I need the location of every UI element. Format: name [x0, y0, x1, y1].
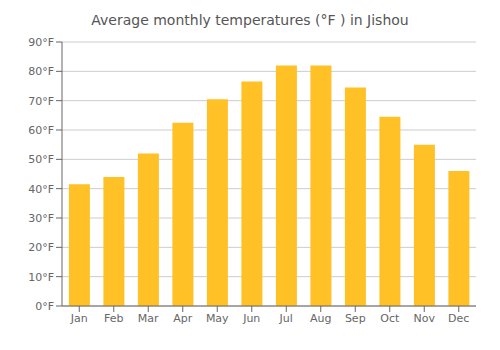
- svg-text:Jan: Jan: [70, 312, 88, 325]
- svg-text:Jun: Jun: [242, 312, 260, 325]
- svg-text:30°F: 30°F: [28, 212, 54, 225]
- svg-text:0°F: 0°F: [35, 300, 54, 313]
- svg-text:Sep: Sep: [345, 312, 366, 325]
- svg-text:Jul: Jul: [279, 312, 293, 325]
- svg-text:80°F: 80°F: [28, 65, 54, 78]
- svg-text:60°F: 60°F: [28, 124, 54, 137]
- svg-text:10°F: 10°F: [28, 271, 54, 284]
- html-text:Average monthly temperatures (: Average monthly temperatures (°F ) in Ji…: [91, 12, 409, 28]
- svg-text:20°F: 20°F: [28, 241, 54, 254]
- svg-text:Mar: Mar: [138, 312, 159, 325]
- svg-text:Oct: Oct: [380, 312, 400, 325]
- svg-text:Feb: Feb: [104, 312, 123, 325]
- svg-text:Apr: Apr: [173, 312, 193, 325]
- svg-text:40°F: 40°F: [28, 183, 54, 196]
- svg-text:50°F: 50°F: [28, 153, 54, 166]
- svg-text:Dec: Dec: [448, 312, 469, 325]
- svg-text:Nov: Nov: [414, 312, 436, 325]
- svg-text:90°F: 90°F: [28, 36, 54, 49]
- svg-text:Aug: Aug: [310, 312, 331, 325]
- svg-text:May: May: [206, 312, 229, 325]
- svg-text:70°F: 70°F: [28, 95, 54, 108]
